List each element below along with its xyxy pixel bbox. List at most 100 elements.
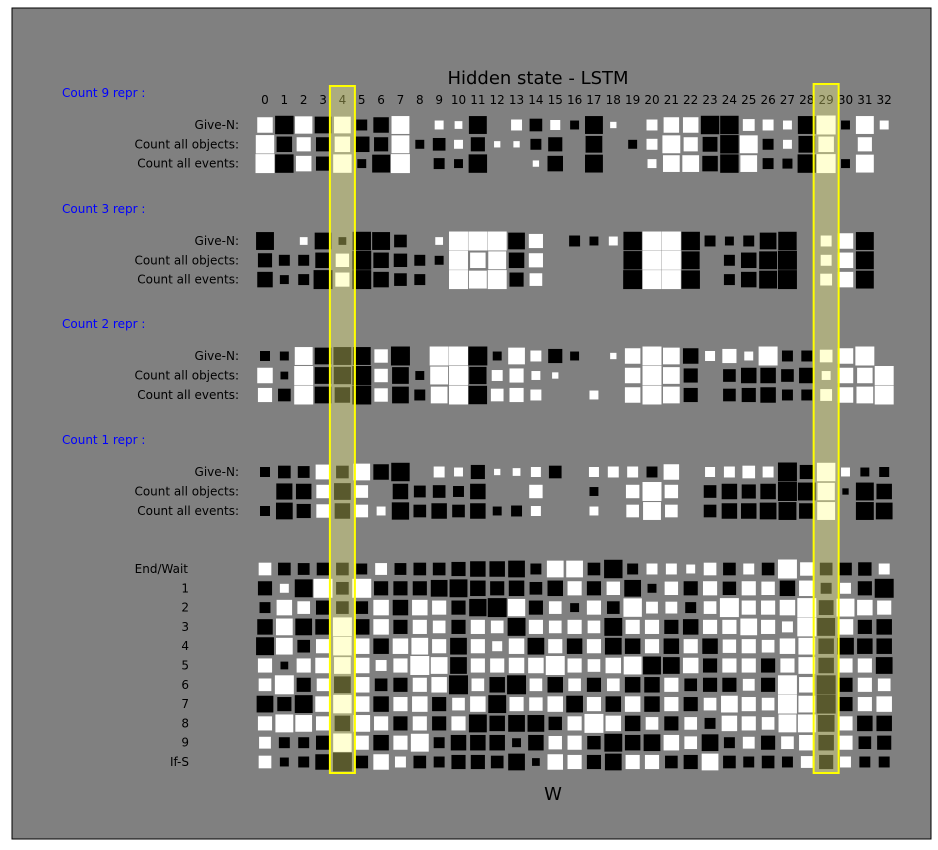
hinton-square [799, 367, 815, 384]
hinton-square [820, 235, 832, 247]
hinton-square [762, 466, 774, 478]
hinton-square [433, 737, 445, 749]
hinton-square [279, 351, 289, 361]
row-label: End/Wait [135, 562, 189, 576]
hinton-square [468, 714, 487, 733]
hinton-square [470, 561, 486, 577]
hinton-square [703, 601, 717, 614]
hinton-square [298, 756, 310, 768]
hinton-square [624, 387, 641, 403]
hinton-square [837, 271, 854, 288]
hinton-square [744, 351, 754, 361]
hinton-square [375, 660, 387, 671]
column-header: 32 [877, 93, 892, 107]
hinton-square [584, 713, 604, 733]
hinton-square [530, 389, 542, 401]
hinton-square [530, 506, 541, 516]
hinton-square [295, 155, 312, 172]
hinton-square [816, 154, 836, 174]
hinton-square [432, 620, 446, 634]
hinton-square [376, 506, 386, 516]
hinton-square [332, 617, 352, 637]
hinton-square [665, 504, 678, 518]
hinton-square [721, 695, 738, 713]
hinton-square [257, 367, 273, 384]
hinton-square [569, 235, 581, 247]
hinton-square [454, 139, 463, 149]
hinton-square [468, 116, 487, 134]
hinton-square [470, 696, 486, 712]
hinton-square [336, 562, 349, 576]
hinton-square [545, 656, 565, 675]
hinton-square [450, 657, 467, 674]
hinton-square [799, 580, 815, 597]
hinton-square [684, 717, 698, 730]
hinton-square [683, 697, 698, 712]
column-header: 12 [490, 93, 505, 107]
hinton-square [449, 270, 468, 290]
hinton-square [570, 351, 580, 361]
hinton-square [357, 159, 367, 169]
hinton-square [433, 466, 445, 478]
hinton-square [703, 504, 717, 518]
hinton-square [662, 386, 680, 404]
column-header: 19 [625, 93, 640, 107]
hinton-square [373, 464, 389, 480]
hinton-square [644, 754, 660, 770]
hinton-square [546, 560, 564, 578]
chart-title: Hidden state - LSTM [447, 68, 628, 89]
hinton-square [646, 601, 658, 614]
hinton-square [354, 657, 370, 674]
hinton-square [587, 562, 601, 576]
hinton-square [781, 350, 793, 362]
hinton-square [354, 136, 370, 153]
hinton-square [393, 581, 408, 596]
hinton-square [297, 639, 311, 653]
hinton-square [875, 502, 893, 520]
hinton-square [857, 715, 873, 732]
hinton-square [355, 504, 369, 518]
hinton-square [352, 250, 372, 270]
hinton-square [855, 232, 874, 250]
hinton-square [662, 135, 681, 154]
hinton-square [315, 735, 331, 750]
hinton-square [741, 697, 756, 712]
hinton-square [723, 369, 736, 382]
hinton-square [836, 598, 855, 617]
hinton-square [858, 562, 872, 576]
row-label: 8 [181, 716, 189, 730]
hinton-square [840, 582, 851, 594]
hinton-square [777, 462, 797, 482]
hinton-square [568, 678, 581, 692]
hinton-square [589, 390, 599, 400]
hinton-square [781, 736, 794, 750]
hinton-square [762, 138, 774, 150]
hinton-square [682, 619, 699, 635]
hinton-square [855, 270, 874, 289]
column-header: 21 [664, 93, 679, 107]
hinton-square [838, 735, 853, 750]
hinton-square [314, 347, 332, 365]
hinton-square [625, 754, 640, 770]
hinton-square [605, 715, 622, 732]
hinton-square [374, 349, 388, 363]
hinton-square [413, 755, 427, 769]
hinton-square [876, 619, 892, 635]
hinton-square [413, 504, 427, 518]
hinton-square [741, 716, 756, 731]
hinton-square [531, 371, 541, 380]
hinton-square [741, 600, 756, 615]
hinton-square [604, 637, 622, 655]
hinton-square [742, 736, 755, 749]
hinton-square [513, 141, 520, 148]
hinton-square [373, 638, 389, 654]
hinton-square [275, 154, 294, 173]
hinton-square [604, 753, 622, 771]
hinton-square [333, 154, 352, 173]
column-header: 28 [799, 93, 814, 107]
hinton-square [818, 600, 834, 616]
hinton-square [393, 658, 408, 673]
hinton-square [797, 714, 816, 733]
hinton-square [355, 755, 369, 769]
hinton-square [762, 158, 774, 170]
